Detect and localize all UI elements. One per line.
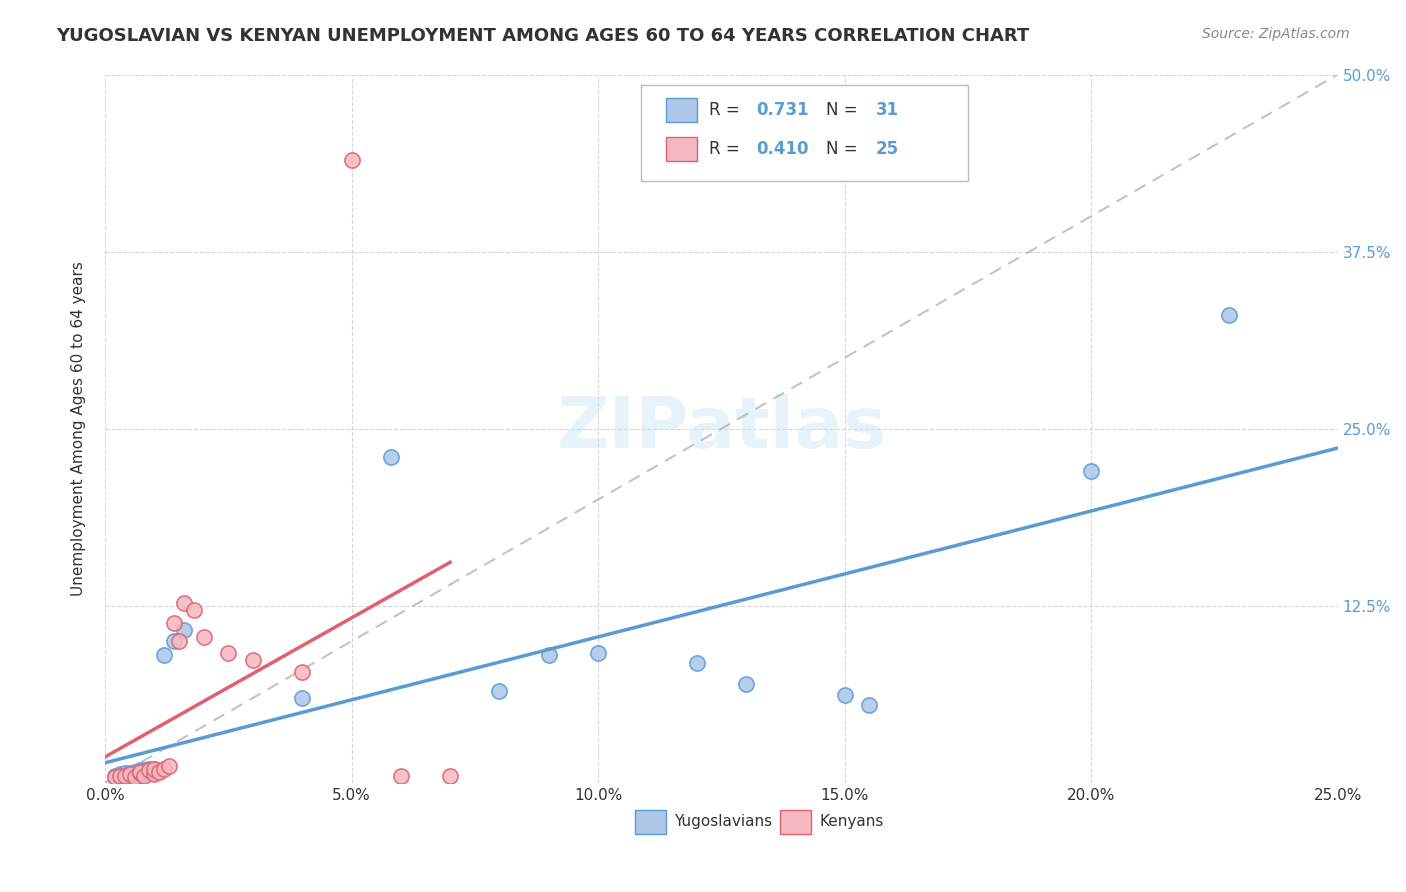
- Text: N =: N =: [827, 140, 863, 159]
- Point: [439, 769, 461, 783]
- Point: [128, 769, 150, 783]
- Point: [167, 634, 190, 648]
- Text: ZIPatlas: ZIPatlas: [557, 394, 886, 463]
- Text: R =: R =: [709, 140, 745, 159]
- Point: [193, 630, 215, 644]
- Point: [291, 665, 314, 680]
- Point: [173, 623, 195, 637]
- Point: [104, 770, 127, 784]
- Point: [1080, 464, 1102, 478]
- Point: [685, 656, 707, 670]
- Point: [148, 764, 170, 779]
- Point: [108, 767, 131, 781]
- Bar: [666, 98, 696, 122]
- Text: 0.410: 0.410: [756, 140, 808, 159]
- Point: [153, 648, 176, 663]
- Point: [138, 762, 160, 776]
- Point: [128, 766, 150, 780]
- Point: [735, 677, 758, 691]
- Point: [124, 764, 146, 779]
- Point: [124, 767, 146, 781]
- Point: [586, 646, 609, 660]
- Point: [124, 770, 146, 784]
- FancyBboxPatch shape: [641, 85, 967, 181]
- Point: [118, 767, 141, 781]
- Bar: [780, 810, 811, 834]
- Point: [291, 690, 314, 705]
- Point: [143, 764, 166, 779]
- Point: [153, 762, 176, 776]
- Point: [118, 766, 141, 780]
- Point: [114, 769, 136, 783]
- Point: [128, 764, 150, 779]
- Text: Yugoslavians: Yugoslavians: [675, 814, 773, 830]
- Point: [114, 769, 136, 783]
- Point: [143, 762, 166, 776]
- Point: [114, 766, 136, 780]
- Point: [173, 596, 195, 610]
- Point: [834, 688, 856, 702]
- Point: [128, 763, 150, 777]
- Bar: [666, 136, 696, 161]
- Point: [157, 759, 180, 773]
- Text: Source: ZipAtlas.com: Source: ZipAtlas.com: [1202, 27, 1350, 41]
- Point: [138, 763, 160, 777]
- Point: [108, 770, 131, 784]
- Text: 0.731: 0.731: [756, 102, 808, 120]
- Point: [118, 770, 141, 784]
- Point: [104, 769, 127, 783]
- Point: [537, 648, 560, 663]
- Point: [1218, 309, 1240, 323]
- Point: [380, 450, 402, 464]
- Text: Kenyans: Kenyans: [820, 814, 884, 830]
- Point: [138, 766, 160, 780]
- Point: [134, 763, 156, 777]
- Y-axis label: Unemployment Among Ages 60 to 64 years: Unemployment Among Ages 60 to 64 years: [72, 261, 86, 596]
- Text: R =: R =: [709, 102, 745, 120]
- Point: [163, 615, 186, 630]
- Point: [134, 767, 156, 781]
- Bar: [636, 810, 666, 834]
- Text: YUGOSLAVIAN VS KENYAN UNEMPLOYMENT AMONG AGES 60 TO 64 YEARS CORRELATION CHART: YUGOSLAVIAN VS KENYAN UNEMPLOYMENT AMONG…: [56, 27, 1029, 45]
- Text: 31: 31: [876, 102, 898, 120]
- Point: [242, 653, 264, 667]
- Point: [340, 153, 363, 167]
- Point: [108, 769, 131, 783]
- Point: [858, 698, 880, 712]
- Point: [134, 769, 156, 783]
- Point: [163, 634, 186, 648]
- Text: 25: 25: [876, 140, 898, 159]
- Text: N =: N =: [827, 102, 863, 120]
- Point: [488, 683, 510, 698]
- Point: [217, 646, 239, 660]
- Point: [183, 603, 205, 617]
- Point: [389, 769, 412, 783]
- Point: [143, 762, 166, 776]
- Point: [143, 767, 166, 781]
